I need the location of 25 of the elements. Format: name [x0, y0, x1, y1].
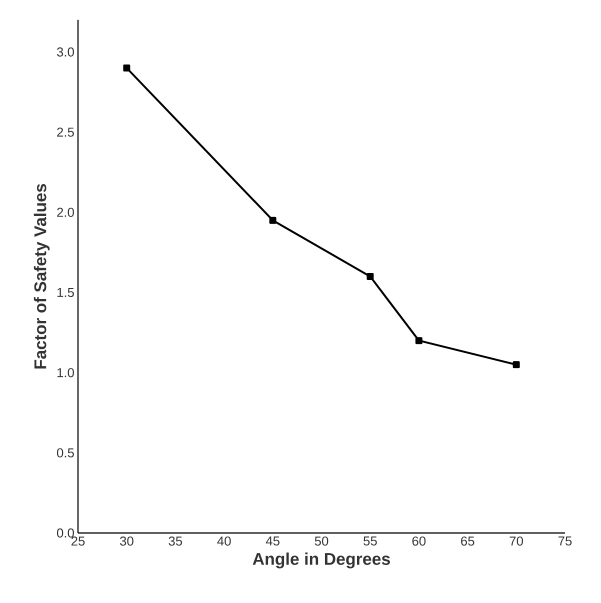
y-axis-title: Factor of Safety Values [34, 184, 50, 368]
x-tick-label: 40 [217, 536, 231, 546]
x-tick-label: 65 [461, 536, 474, 546]
y-tick-label: 1.0 [57, 368, 74, 378]
y-tick-label: 0.5 [56, 448, 74, 458]
point [123, 64, 130, 72]
point [269, 216, 276, 224]
x-axis-title: Angle in Degrees [252, 552, 390, 568]
x-tick-label: 30 [120, 536, 134, 546]
x-tick-label: 35 [168, 536, 182, 546]
y-tick-label: 2.0 [57, 208, 74, 217]
x-tick-label: 45 [266, 536, 280, 546]
y-tick-label: 3.0 [56, 47, 74, 57]
x-tick-label: 70 [510, 536, 523, 546]
y-tick-label: 0.0 [56, 528, 74, 538]
x-tick-label: 25 [71, 536, 85, 546]
x-tick-label: 75 [558, 536, 572, 546]
x-tick-label: 50 [314, 536, 328, 546]
y-tick-label: 1.5 [57, 288, 74, 298]
point [415, 337, 422, 344]
point [366, 272, 374, 280]
point [512, 361, 520, 368]
x-tick-label: 55 [364, 536, 377, 546]
y-tick-label: 2.5 [57, 128, 74, 137]
x-tick-label: 60 [412, 536, 426, 546]
